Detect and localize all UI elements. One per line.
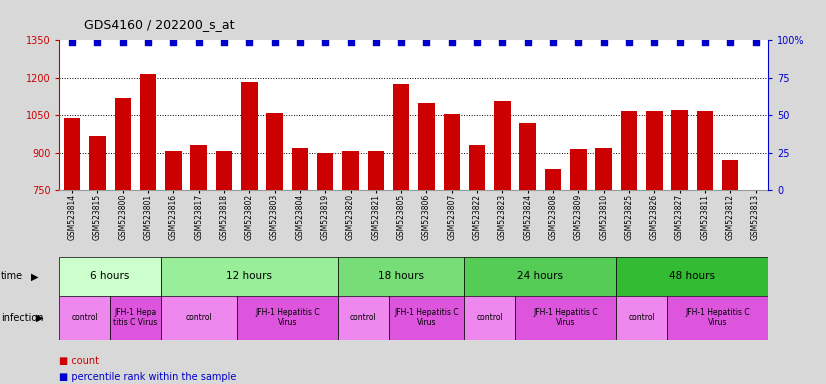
Text: 18 hours: 18 hours <box>378 271 425 281</box>
Point <box>420 39 433 45</box>
Text: control: control <box>350 313 377 322</box>
Bar <box>115 98 131 190</box>
Text: JFH-1 Hepatitis C
Virus: JFH-1 Hepatitis C Virus <box>255 308 320 328</box>
Text: control: control <box>629 313 655 322</box>
Bar <box>616 257 768 296</box>
Bar <box>494 101 510 190</box>
Bar <box>338 296 388 340</box>
Point <box>698 39 711 45</box>
Point <box>622 39 635 45</box>
Bar <box>292 148 308 190</box>
Text: JFH-1 Hepa
titis C Virus: JFH-1 Hepa titis C Virus <box>113 308 158 328</box>
Point <box>395 39 408 45</box>
Text: JFH-1 Hepatitis C
Virus: JFH-1 Hepatitis C Virus <box>686 308 750 328</box>
Bar <box>393 84 410 190</box>
Bar <box>444 114 460 190</box>
Bar <box>672 110 688 190</box>
Text: 6 hours: 6 hours <box>90 271 130 281</box>
Bar <box>89 136 106 190</box>
Point <box>547 39 560 45</box>
Point <box>749 39 762 45</box>
Bar <box>667 296 768 340</box>
Bar <box>191 145 206 190</box>
Bar <box>161 257 338 296</box>
Point <box>344 39 357 45</box>
Bar <box>59 296 110 340</box>
Bar <box>520 123 536 190</box>
Text: control: control <box>477 313 503 322</box>
Point <box>192 39 206 45</box>
Text: 24 hours: 24 hours <box>517 271 563 281</box>
Point <box>116 39 130 45</box>
Point <box>268 39 281 45</box>
Bar <box>368 151 384 190</box>
Bar <box>646 111 662 190</box>
Point <box>243 39 256 45</box>
Text: GDS4160 / 202200_s_at: GDS4160 / 202200_s_at <box>84 18 235 31</box>
Point <box>673 39 686 45</box>
Bar <box>342 151 358 190</box>
Point <box>572 39 585 45</box>
Bar <box>237 296 338 340</box>
Bar <box>596 148 612 190</box>
Text: ■ percentile rank within the sample: ■ percentile rank within the sample <box>59 372 237 382</box>
Bar <box>464 296 515 340</box>
Text: ▶: ▶ <box>31 271 39 281</box>
Text: control: control <box>71 313 98 322</box>
Bar <box>464 257 616 296</box>
Point <box>521 39 534 45</box>
Point <box>597 39 610 45</box>
Bar <box>161 296 237 340</box>
Bar <box>621 111 637 190</box>
Bar <box>64 118 80 190</box>
Point <box>141 39 154 45</box>
Bar <box>317 152 334 190</box>
Bar <box>722 160 738 190</box>
Point <box>319 39 332 45</box>
Point <box>445 39 458 45</box>
Point <box>167 39 180 45</box>
Bar <box>545 169 561 190</box>
Text: ■ count: ■ count <box>59 356 99 366</box>
Bar <box>216 151 232 190</box>
Bar <box>570 149 586 190</box>
Point <box>293 39 306 45</box>
Bar <box>696 111 713 190</box>
Text: 48 hours: 48 hours <box>669 271 715 281</box>
Bar <box>469 145 486 190</box>
Point <box>369 39 382 45</box>
Text: 12 hours: 12 hours <box>226 271 273 281</box>
Point <box>724 39 737 45</box>
Text: ▶: ▶ <box>36 313 44 323</box>
Bar <box>388 296 464 340</box>
Bar <box>140 74 156 190</box>
Point <box>648 39 661 45</box>
Point <box>91 39 104 45</box>
Text: JFH-1 Hepatitis C
Virus: JFH-1 Hepatitis C Virus <box>534 308 598 328</box>
Bar <box>515 296 616 340</box>
Text: JFH-1 Hepatitis C
Virus: JFH-1 Hepatitis C Virus <box>394 308 458 328</box>
Text: control: control <box>185 313 212 322</box>
Text: infection: infection <box>1 313 43 323</box>
Bar <box>338 257 464 296</box>
Bar <box>418 103 434 190</box>
Bar <box>165 151 182 190</box>
Point <box>217 39 230 45</box>
Point <box>496 39 509 45</box>
Bar <box>267 113 282 190</box>
Bar <box>616 296 667 340</box>
Bar <box>110 296 161 340</box>
Point <box>471 39 484 45</box>
Bar <box>59 257 161 296</box>
Point <box>65 39 78 45</box>
Bar <box>241 81 258 190</box>
Text: time: time <box>1 271 23 281</box>
